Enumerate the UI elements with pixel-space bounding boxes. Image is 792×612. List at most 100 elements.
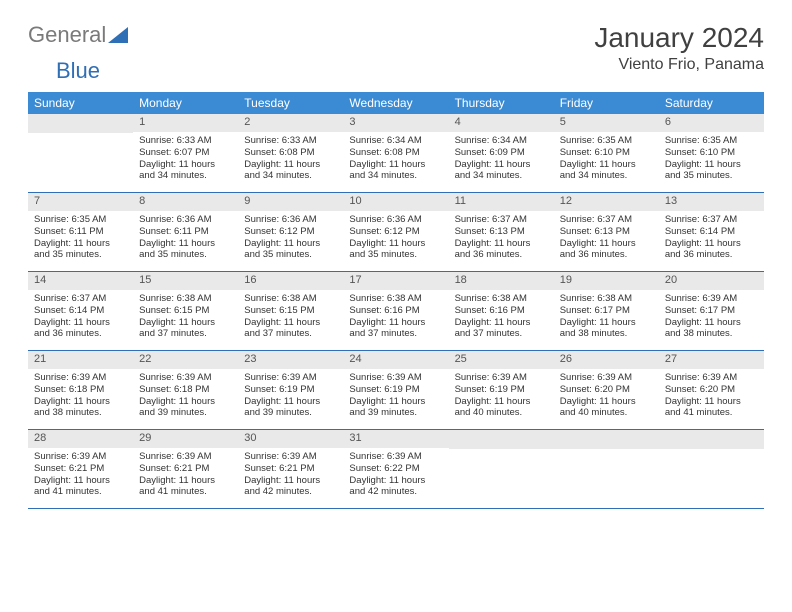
day-body: Sunrise: 6:38 AMSunset: 6:16 PMDaylight:… xyxy=(449,290,554,344)
weekday-header: Monday xyxy=(133,92,238,114)
calendar-day-cell: 18Sunrise: 6:38 AMSunset: 6:16 PMDayligh… xyxy=(449,272,554,351)
day-number: 2 xyxy=(238,114,343,132)
day-info-line: Sunset: 6:12 PM xyxy=(244,226,337,238)
day-number: 30 xyxy=(238,430,343,448)
day-info-line: Daylight: 11 hours and 41 minutes. xyxy=(665,396,758,420)
day-info-line: Sunset: 6:15 PM xyxy=(244,305,337,317)
day-info-line: Sunset: 6:17 PM xyxy=(560,305,653,317)
day-body: Sunrise: 6:38 AMSunset: 6:16 PMDaylight:… xyxy=(343,290,448,344)
calendar-day-cell: 27Sunrise: 6:39 AMSunset: 6:20 PMDayligh… xyxy=(659,351,764,430)
day-info-line: Daylight: 11 hours and 41 minutes. xyxy=(34,475,127,499)
weekday-header-row: Sunday Monday Tuesday Wednesday Thursday… xyxy=(28,92,764,114)
weekday-header: Wednesday xyxy=(343,92,448,114)
calendar-day-cell xyxy=(554,430,659,509)
day-number: 10 xyxy=(343,193,448,211)
day-number: 4 xyxy=(449,114,554,132)
day-info-line: Daylight: 11 hours and 39 minutes. xyxy=(349,396,442,420)
calendar-day-cell: 24Sunrise: 6:39 AMSunset: 6:19 PMDayligh… xyxy=(343,351,448,430)
day-number: 11 xyxy=(449,193,554,211)
day-info-line: Sunrise: 6:38 AM xyxy=(139,293,232,305)
day-body: Sunrise: 6:37 AMSunset: 6:13 PMDaylight:… xyxy=(554,211,659,265)
calendar-day-cell: 26Sunrise: 6:39 AMSunset: 6:20 PMDayligh… xyxy=(554,351,659,430)
day-body: Sunrise: 6:39 AMSunset: 6:20 PMDaylight:… xyxy=(659,369,764,423)
day-info-line: Daylight: 11 hours and 37 minutes. xyxy=(349,317,442,341)
day-number: 18 xyxy=(449,272,554,290)
calendar-day-cell: 21Sunrise: 6:39 AMSunset: 6:18 PMDayligh… xyxy=(28,351,133,430)
day-info-line: Daylight: 11 hours and 36 minutes. xyxy=(560,238,653,262)
day-info-line: Sunset: 6:19 PM xyxy=(349,384,442,396)
day-info-line: Sunrise: 6:39 AM xyxy=(349,372,442,384)
day-number: 12 xyxy=(554,193,659,211)
day-info-line: Daylight: 11 hours and 34 minutes. xyxy=(560,159,653,183)
day-body: Sunrise: 6:39 AMSunset: 6:18 PMDaylight:… xyxy=(133,369,238,423)
day-info-line: Sunset: 6:14 PM xyxy=(34,305,127,317)
day-info-line: Sunset: 6:19 PM xyxy=(455,384,548,396)
day-number: 26 xyxy=(554,351,659,369)
day-body: Sunrise: 6:35 AMSunset: 6:10 PMDaylight:… xyxy=(554,132,659,186)
day-info-line: Daylight: 11 hours and 42 minutes. xyxy=(244,475,337,499)
day-info-line: Daylight: 11 hours and 34 minutes. xyxy=(244,159,337,183)
calendar-day-cell: 13Sunrise: 6:37 AMSunset: 6:14 PMDayligh… xyxy=(659,193,764,272)
weekday-header: Thursday xyxy=(449,92,554,114)
day-body: Sunrise: 6:38 AMSunset: 6:15 PMDaylight:… xyxy=(133,290,238,344)
calendar-day-cell: 7Sunrise: 6:35 AMSunset: 6:11 PMDaylight… xyxy=(28,193,133,272)
logo-text-blue: Blue xyxy=(56,58,792,84)
day-info-line: Daylight: 11 hours and 38 minutes. xyxy=(665,317,758,341)
day-number xyxy=(554,430,659,449)
day-info-line: Sunset: 6:20 PM xyxy=(665,384,758,396)
day-info-line: Sunrise: 6:39 AM xyxy=(665,372,758,384)
day-info-line: Sunrise: 6:39 AM xyxy=(455,372,548,384)
day-number: 8 xyxy=(133,193,238,211)
day-body: Sunrise: 6:39 AMSunset: 6:21 PMDaylight:… xyxy=(28,448,133,502)
day-body: Sunrise: 6:34 AMSunset: 6:08 PMDaylight:… xyxy=(343,132,448,186)
day-info-line: Sunrise: 6:37 AM xyxy=(665,214,758,226)
calendar-day-cell: 29Sunrise: 6:39 AMSunset: 6:21 PMDayligh… xyxy=(133,430,238,509)
day-info-line: Sunrise: 6:39 AM xyxy=(139,451,232,463)
day-number: 23 xyxy=(238,351,343,369)
calendar-table: Sunday Monday Tuesday Wednesday Thursday… xyxy=(28,92,764,509)
calendar-day-cell: 8Sunrise: 6:36 AMSunset: 6:11 PMDaylight… xyxy=(133,193,238,272)
day-info-line: Sunset: 6:13 PM xyxy=(560,226,653,238)
calendar-day-cell: 20Sunrise: 6:39 AMSunset: 6:17 PMDayligh… xyxy=(659,272,764,351)
day-info-line: Daylight: 11 hours and 38 minutes. xyxy=(34,396,127,420)
day-info-line: Sunset: 6:16 PM xyxy=(455,305,548,317)
day-info-line: Daylight: 11 hours and 39 minutes. xyxy=(139,396,232,420)
calendar-week-row: 14Sunrise: 6:37 AMSunset: 6:14 PMDayligh… xyxy=(28,272,764,351)
day-info-line: Sunrise: 6:38 AM xyxy=(455,293,548,305)
day-number: 1 xyxy=(133,114,238,132)
day-info-line: Sunset: 6:22 PM xyxy=(349,463,442,475)
day-info-line: Sunrise: 6:33 AM xyxy=(139,135,232,147)
day-body: Sunrise: 6:39 AMSunset: 6:17 PMDaylight:… xyxy=(659,290,764,344)
day-info-line: Sunrise: 6:35 AM xyxy=(34,214,127,226)
day-info-line: Sunrise: 6:39 AM xyxy=(560,372,653,384)
day-body: Sunrise: 6:39 AMSunset: 6:18 PMDaylight:… xyxy=(28,369,133,423)
day-number: 15 xyxy=(133,272,238,290)
day-info-line: Daylight: 11 hours and 40 minutes. xyxy=(455,396,548,420)
day-info-line: Sunrise: 6:35 AM xyxy=(560,135,653,147)
day-number xyxy=(28,114,133,133)
day-body: Sunrise: 6:35 AMSunset: 6:11 PMDaylight:… xyxy=(28,211,133,265)
day-body: Sunrise: 6:34 AMSunset: 6:09 PMDaylight:… xyxy=(449,132,554,186)
logo-triangle-icon xyxy=(108,27,128,43)
day-info-line: Sunset: 6:21 PM xyxy=(139,463,232,475)
day-body: Sunrise: 6:38 AMSunset: 6:17 PMDaylight:… xyxy=(554,290,659,344)
day-number: 14 xyxy=(28,272,133,290)
day-info-line: Daylight: 11 hours and 34 minutes. xyxy=(349,159,442,183)
day-info-line: Sunset: 6:16 PM xyxy=(349,305,442,317)
calendar-day-cell: 25Sunrise: 6:39 AMSunset: 6:19 PMDayligh… xyxy=(449,351,554,430)
day-number: 21 xyxy=(28,351,133,369)
day-info-line: Daylight: 11 hours and 35 minutes. xyxy=(244,238,337,262)
calendar-day-cell: 2Sunrise: 6:33 AMSunset: 6:08 PMDaylight… xyxy=(238,114,343,193)
day-number: 7 xyxy=(28,193,133,211)
day-info-line: Daylight: 11 hours and 36 minutes. xyxy=(34,317,127,341)
day-number: 28 xyxy=(28,430,133,448)
calendar-day-cell: 16Sunrise: 6:38 AMSunset: 6:15 PMDayligh… xyxy=(238,272,343,351)
day-info-line: Daylight: 11 hours and 37 minutes. xyxy=(244,317,337,341)
day-body: Sunrise: 6:35 AMSunset: 6:10 PMDaylight:… xyxy=(659,132,764,186)
logo-text-general: General xyxy=(28,22,106,48)
day-info-line: Sunset: 6:08 PM xyxy=(349,147,442,159)
weekday-header: Sunday xyxy=(28,92,133,114)
calendar-day-cell: 15Sunrise: 6:38 AMSunset: 6:15 PMDayligh… xyxy=(133,272,238,351)
day-info-line: Sunset: 6:10 PM xyxy=(665,147,758,159)
day-number: 9 xyxy=(238,193,343,211)
